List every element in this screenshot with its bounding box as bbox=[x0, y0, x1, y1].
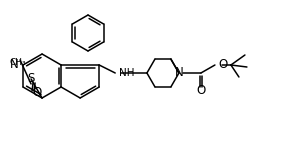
Text: O: O bbox=[33, 86, 42, 99]
Text: O: O bbox=[196, 85, 205, 97]
Text: S: S bbox=[27, 72, 35, 85]
Text: NH: NH bbox=[119, 68, 135, 78]
Text: CH₃: CH₃ bbox=[10, 58, 26, 67]
Text: O: O bbox=[218, 58, 227, 71]
Text: N: N bbox=[175, 67, 183, 79]
Text: N: N bbox=[10, 58, 19, 71]
